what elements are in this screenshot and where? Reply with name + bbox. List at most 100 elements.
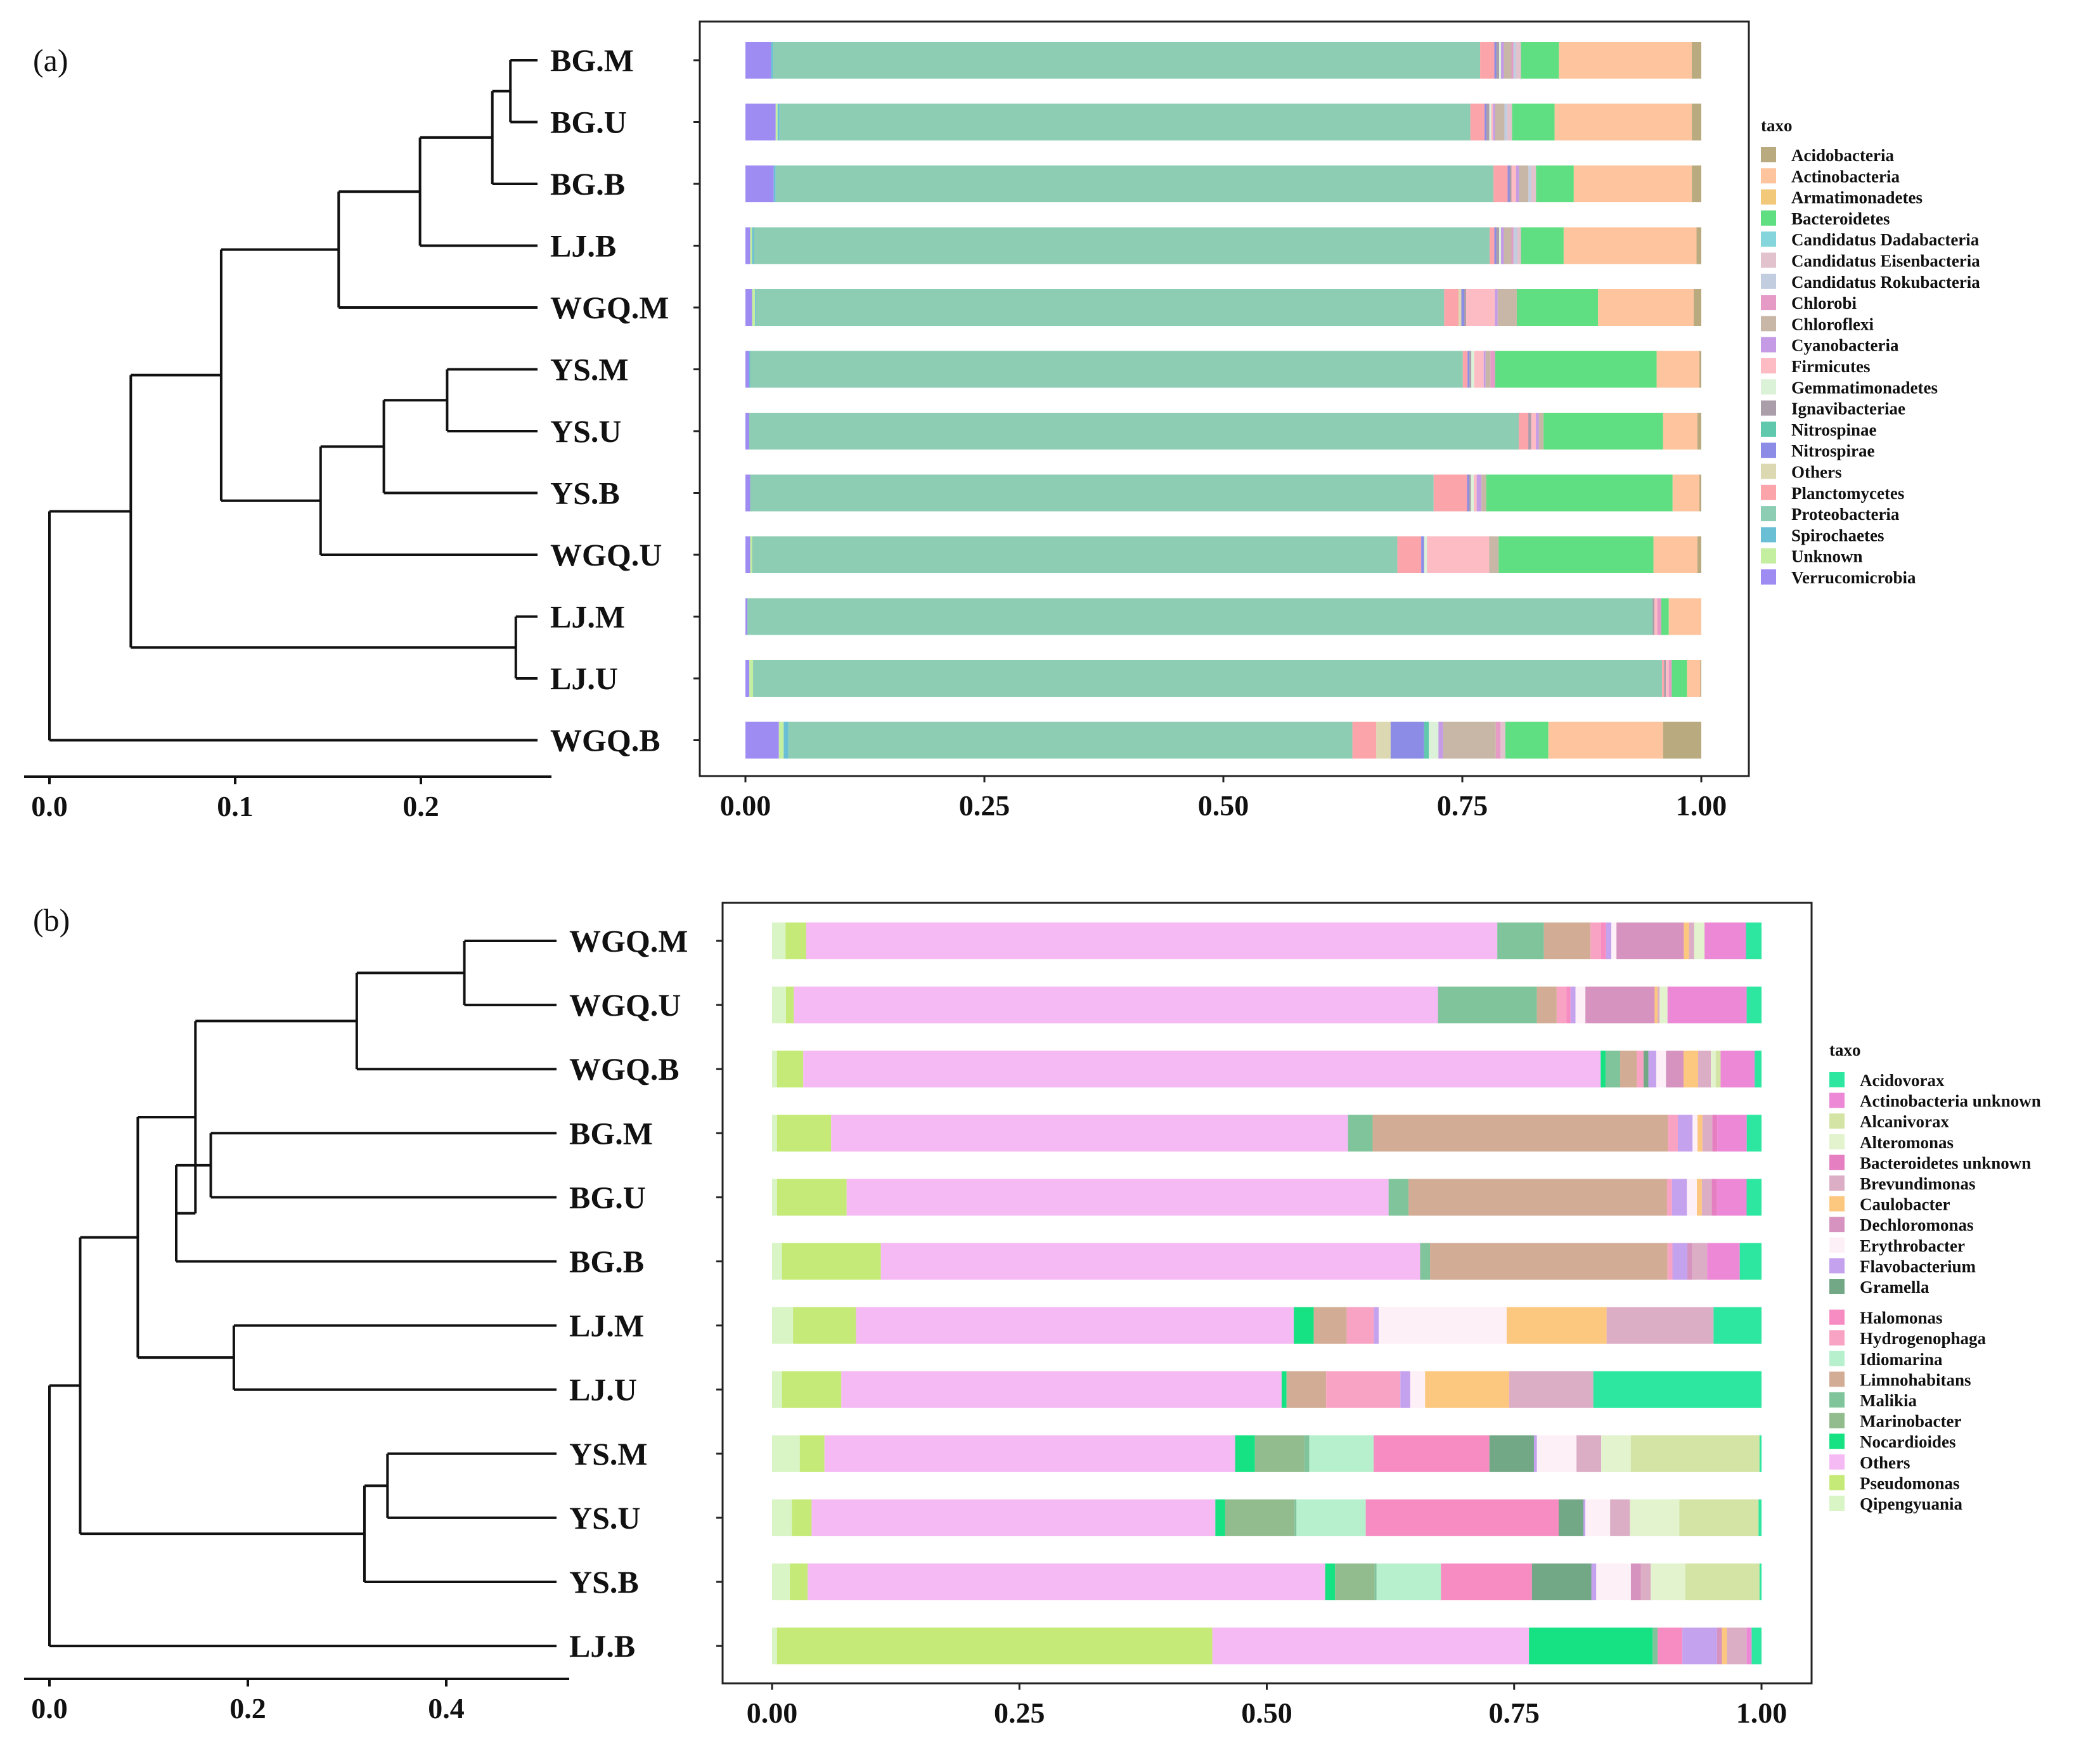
bar-segment xyxy=(1480,42,1495,79)
legend-label: Proteobacteria xyxy=(1791,505,1900,524)
bar-segment xyxy=(1496,227,1500,264)
bar-segment xyxy=(772,1307,794,1344)
bar-segment xyxy=(1583,1499,1586,1536)
bar-segment xyxy=(776,1179,847,1216)
bar-segment xyxy=(1528,165,1531,202)
bar-segment xyxy=(1759,1435,1762,1472)
bar-segment xyxy=(1495,289,1498,326)
bar-segment xyxy=(1630,1563,1641,1600)
bar-segment xyxy=(772,1179,777,1216)
bar-segment xyxy=(1727,1628,1747,1665)
bar-segment xyxy=(750,351,1463,388)
bar-segment xyxy=(772,1435,800,1472)
bar-segment xyxy=(785,923,806,959)
plot-frame xyxy=(721,902,1813,1685)
bar-segment xyxy=(1517,227,1521,264)
legend-swatch xyxy=(1761,506,1776,522)
bar-segment xyxy=(1495,722,1501,759)
bar-segment xyxy=(772,1051,777,1088)
bar-segment xyxy=(1610,1499,1630,1536)
bar-segment xyxy=(1746,987,1762,1024)
bar-segment xyxy=(1712,1115,1718,1152)
bar-segment xyxy=(1425,1371,1509,1408)
bar-segment xyxy=(749,351,750,388)
bar-segment xyxy=(1698,1051,1711,1088)
bar-row xyxy=(745,289,1701,326)
bar-segment xyxy=(1611,923,1617,959)
bar-segment xyxy=(1751,1628,1762,1665)
bar-segment xyxy=(1491,103,1493,141)
bar-segment xyxy=(749,660,754,697)
bar-segment xyxy=(1408,1179,1667,1216)
bar-row xyxy=(772,1307,1762,1344)
legend-swatch xyxy=(1761,421,1776,437)
bar-segment xyxy=(745,351,749,388)
bar-segment xyxy=(1504,42,1512,79)
bar-segment xyxy=(1672,1179,1687,1216)
legend-swatch xyxy=(1761,147,1776,162)
bar-segment xyxy=(790,1563,808,1600)
legend-label: Candidatus Dadabacteria xyxy=(1791,230,1980,249)
bar-segment xyxy=(1596,1563,1631,1600)
bar-segment xyxy=(1687,660,1701,697)
bar-segment xyxy=(777,103,780,141)
legend-swatch xyxy=(1761,527,1776,543)
bar-segment xyxy=(1325,1563,1336,1600)
bar-segment xyxy=(1657,598,1661,635)
bar-segment xyxy=(1433,474,1467,512)
bar-segment xyxy=(1379,1307,1507,1344)
legend-label: Nitrospirae xyxy=(1791,441,1874,460)
bar-segment xyxy=(752,227,754,264)
bar-segment xyxy=(753,660,1663,697)
bar-segment xyxy=(1494,42,1497,79)
bar-segment xyxy=(1739,1243,1762,1280)
legend-swatch xyxy=(1829,1350,1845,1366)
tree-axis-tick-label: 0.2 xyxy=(403,790,439,822)
bar-segment xyxy=(772,1371,782,1408)
bar-segment xyxy=(747,598,1653,635)
bar-segment xyxy=(1548,722,1663,759)
bar-segment xyxy=(1376,722,1391,759)
bar-segment xyxy=(1668,1115,1678,1152)
bar-row xyxy=(772,1051,1762,1088)
bar-segment xyxy=(773,165,776,202)
bar-segment xyxy=(792,1499,812,1536)
bar-segment xyxy=(1372,1115,1668,1152)
bar-segment xyxy=(1438,987,1537,1024)
legend-swatch xyxy=(1761,295,1776,311)
bar-segment xyxy=(1722,1628,1727,1665)
bar-segment xyxy=(1505,722,1549,759)
bar-plot: 0.00 0.25 0.50 0.75 1.00 xyxy=(693,20,1750,822)
sample-label: WGQ.U xyxy=(550,537,662,573)
bar-segment xyxy=(1538,413,1544,450)
bar-segment xyxy=(1421,536,1424,573)
bar-segment xyxy=(1235,1435,1255,1472)
bar-segment xyxy=(1601,923,1606,959)
bar-segment xyxy=(1294,1307,1314,1344)
bar-segment xyxy=(1746,923,1762,959)
bar-segment xyxy=(1531,1563,1592,1600)
bar-segment xyxy=(1521,42,1559,79)
bar-segment xyxy=(1672,474,1699,512)
bar-segment xyxy=(1397,536,1422,573)
bar-segment xyxy=(1543,413,1663,450)
sample-label: WGQ.M xyxy=(569,923,688,959)
legend-label: Qipengyuania xyxy=(1860,1494,1963,1513)
legend-swatch xyxy=(1829,1092,1845,1108)
bar-segment xyxy=(1498,536,1654,573)
bar-segment xyxy=(1717,1115,1747,1152)
bar-segment xyxy=(1658,987,1660,1024)
bar-segment xyxy=(1212,1628,1530,1665)
bar-segment xyxy=(750,227,752,264)
bar-segment xyxy=(1707,1243,1740,1280)
dendrogram: 0.0 0.1 0.2 xyxy=(24,59,551,822)
sample-label: YS.M xyxy=(550,352,629,387)
x-tick-label: 0.00 xyxy=(720,789,771,822)
legend-label: Armatimonadetes xyxy=(1791,188,1923,207)
bar-segment xyxy=(1516,165,1519,202)
sample-label: LJ.B xyxy=(550,228,616,264)
bar-segment xyxy=(1758,1499,1762,1536)
bar-row xyxy=(772,923,1762,959)
bar-segment xyxy=(1585,1499,1611,1536)
